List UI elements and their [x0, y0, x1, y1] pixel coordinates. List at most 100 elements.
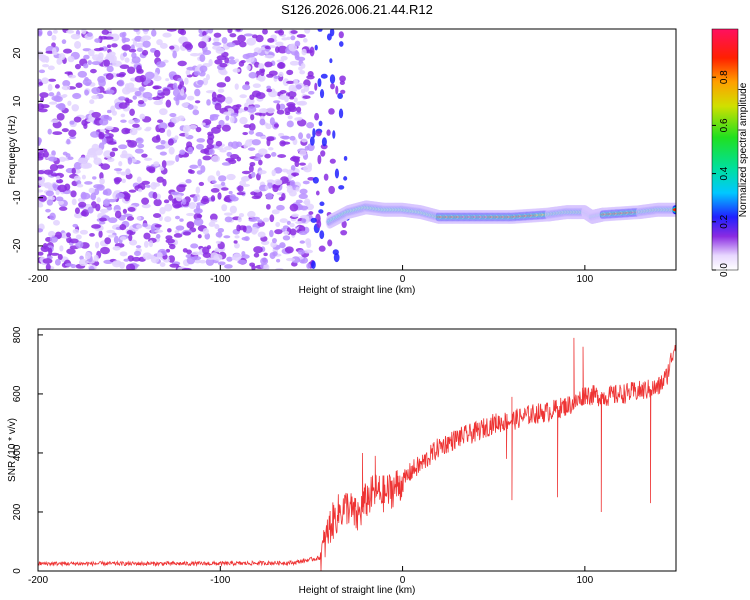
spectrogram-noise-cell [38, 176, 43, 181]
spectrogram-noise-cell [314, 112, 320, 121]
snr-series-line [38, 337, 676, 571]
spectrogram-noise-cell [69, 238, 79, 244]
spectrogram-noise-cell [302, 95, 311, 99]
spectrogram-noise-cell [80, 191, 87, 200]
spectrogram-noise-cell [317, 154, 322, 165]
spectrogram-noise-cell [38, 203, 44, 208]
spectrogram-noise-cell [76, 183, 84, 188]
spectrogram-noise-cell [251, 229, 258, 235]
snr-x-tick-label: 100 [577, 575, 594, 586]
spectrogram-noise-cell [50, 173, 60, 177]
spectrogram-noise-cell [144, 71, 155, 80]
spectrogram-x-tick-label: 100 [577, 274, 594, 285]
spectrogram-noise-cell [278, 29, 285, 36]
spectrogram-noise-cell [141, 203, 151, 209]
spectrogram-noise-cell [317, 78, 322, 88]
spectrogram-noise-cell [275, 41, 284, 47]
spectrogram-noise-cell [215, 240, 221, 244]
snr-x-tick-label: -100 [210, 575, 230, 586]
spectrogram-noise-cell [249, 94, 255, 100]
spectrogram-noise-cell [64, 183, 71, 191]
spectrogram-noise-cell [156, 252, 163, 259]
spectrogram-noise-cell [264, 185, 269, 191]
spectrogram-noise-cell [106, 157, 115, 162]
spectrogram-noise-cell [212, 41, 222, 46]
spectrogram-noise-cell [220, 187, 229, 191]
spectrogram-noise-cell [295, 186, 300, 192]
spectrogram-noise-cell [244, 236, 250, 242]
spectrogram-noise-cell [68, 129, 77, 137]
colorbar-gradient [711, 28, 739, 271]
spectrogram-noise-cell [215, 140, 223, 147]
spectrogram-noise-cell [120, 119, 127, 123]
spectrogram-noise-cell [329, 74, 336, 84]
spectrogram-noise-cell [318, 120, 323, 127]
spectrogram-noise-cell [67, 74, 77, 79]
spectrogram-noise-cell [221, 124, 231, 132]
spectrogram-noise-cell [139, 74, 146, 82]
spectrogram-noise-cell [314, 44, 318, 51]
spectrogram-noise-cell [260, 69, 265, 77]
spectrogram-noise-cell [71, 167, 76, 175]
spectrogram-noise-cell [134, 90, 142, 97]
spectrogram-noise-cell [299, 240, 306, 244]
spectrogram-noise-cell [207, 133, 215, 141]
spectrogram-noise-cell [204, 232, 211, 240]
spectrogram-noise-cell [119, 32, 126, 38]
spectrogram-noise-cell [169, 113, 177, 118]
spectrogram-noise-cell [327, 239, 333, 247]
spectrogram-noise-cell [273, 178, 283, 186]
spectrogram-noise-cell [78, 258, 88, 267]
spectrogram-noise-cell [141, 49, 149, 56]
spectrogram-noise-cell [315, 130, 322, 137]
spectrogram-noise-cell [73, 161, 83, 170]
spectrogram-noise-cell [129, 239, 138, 246]
spectrogram-noise-cell [334, 168, 340, 179]
spectrogram-noise-cell [108, 51, 116, 57]
spectrogram-noise-cell [79, 229, 89, 235]
spectrogram-noise-cell [160, 139, 166, 145]
spectrogram-noise-cell [90, 131, 100, 138]
spectrogram-noise-cell [257, 231, 266, 238]
spectrogram-noise-cell [253, 104, 261, 108]
spectrogram-noise-cell [58, 53, 66, 61]
spectrogram-noise-cell [296, 34, 306, 38]
spectrogram-noise-cell [338, 185, 345, 190]
spectrogram-noise-cell [90, 68, 97, 74]
spectrogram-noise-cell [164, 216, 172, 223]
spectrogram-noise-cell [323, 173, 329, 181]
spectrogram-noise-cell [190, 243, 199, 249]
spectrogram-noise-cell [279, 103, 286, 110]
spectrogram-noise-cell [209, 213, 218, 221]
spectrogram-noise-cell [232, 253, 242, 261]
spectrogram-y-tick-label: 20 [12, 47, 23, 59]
spectrogram-noise-cell [43, 150, 49, 158]
spectrogram-noise-cell [182, 231, 192, 236]
spectrogram-noise-cell [243, 106, 248, 111]
spectrogram-noise-cell [172, 88, 180, 97]
spectrogram-noise-cell [224, 216, 233, 223]
spectrogram-noise-cell [65, 29, 75, 34]
spectrogram-noise-cell [276, 103, 281, 111]
spectrogram-noise-cell [295, 84, 302, 90]
spectrogram-noise-cell [252, 83, 261, 89]
spectrogram-noise-cell [155, 234, 161, 239]
spectrogram-noise-cell [284, 246, 294, 254]
spectrogram-noise-cell [201, 29, 207, 32]
spectrogram-noise-cell [228, 59, 237, 65]
spectrogram-noise-cell [88, 49, 95, 57]
spectrogram-noise-cell [182, 127, 188, 133]
spectrogram-noise-cell [201, 122, 206, 126]
spectrogram-noise-cell [290, 156, 301, 160]
spectrogram-noise-cell [194, 88, 201, 97]
spectrogram-noise-cell [118, 102, 128, 109]
spectrogram-noise-cell [186, 221, 195, 229]
spectrogram-noise-cell [174, 215, 181, 220]
spectrogram-noise-cell [255, 34, 264, 43]
spectrogram-noise-cell [213, 37, 220, 43]
spectrogram-noise-cell [221, 204, 228, 212]
colorbar-tick-label: 0.6 [719, 118, 730, 132]
spectrogram-noise-cell [77, 157, 88, 164]
spectrogram-noise-cell [58, 206, 68, 211]
